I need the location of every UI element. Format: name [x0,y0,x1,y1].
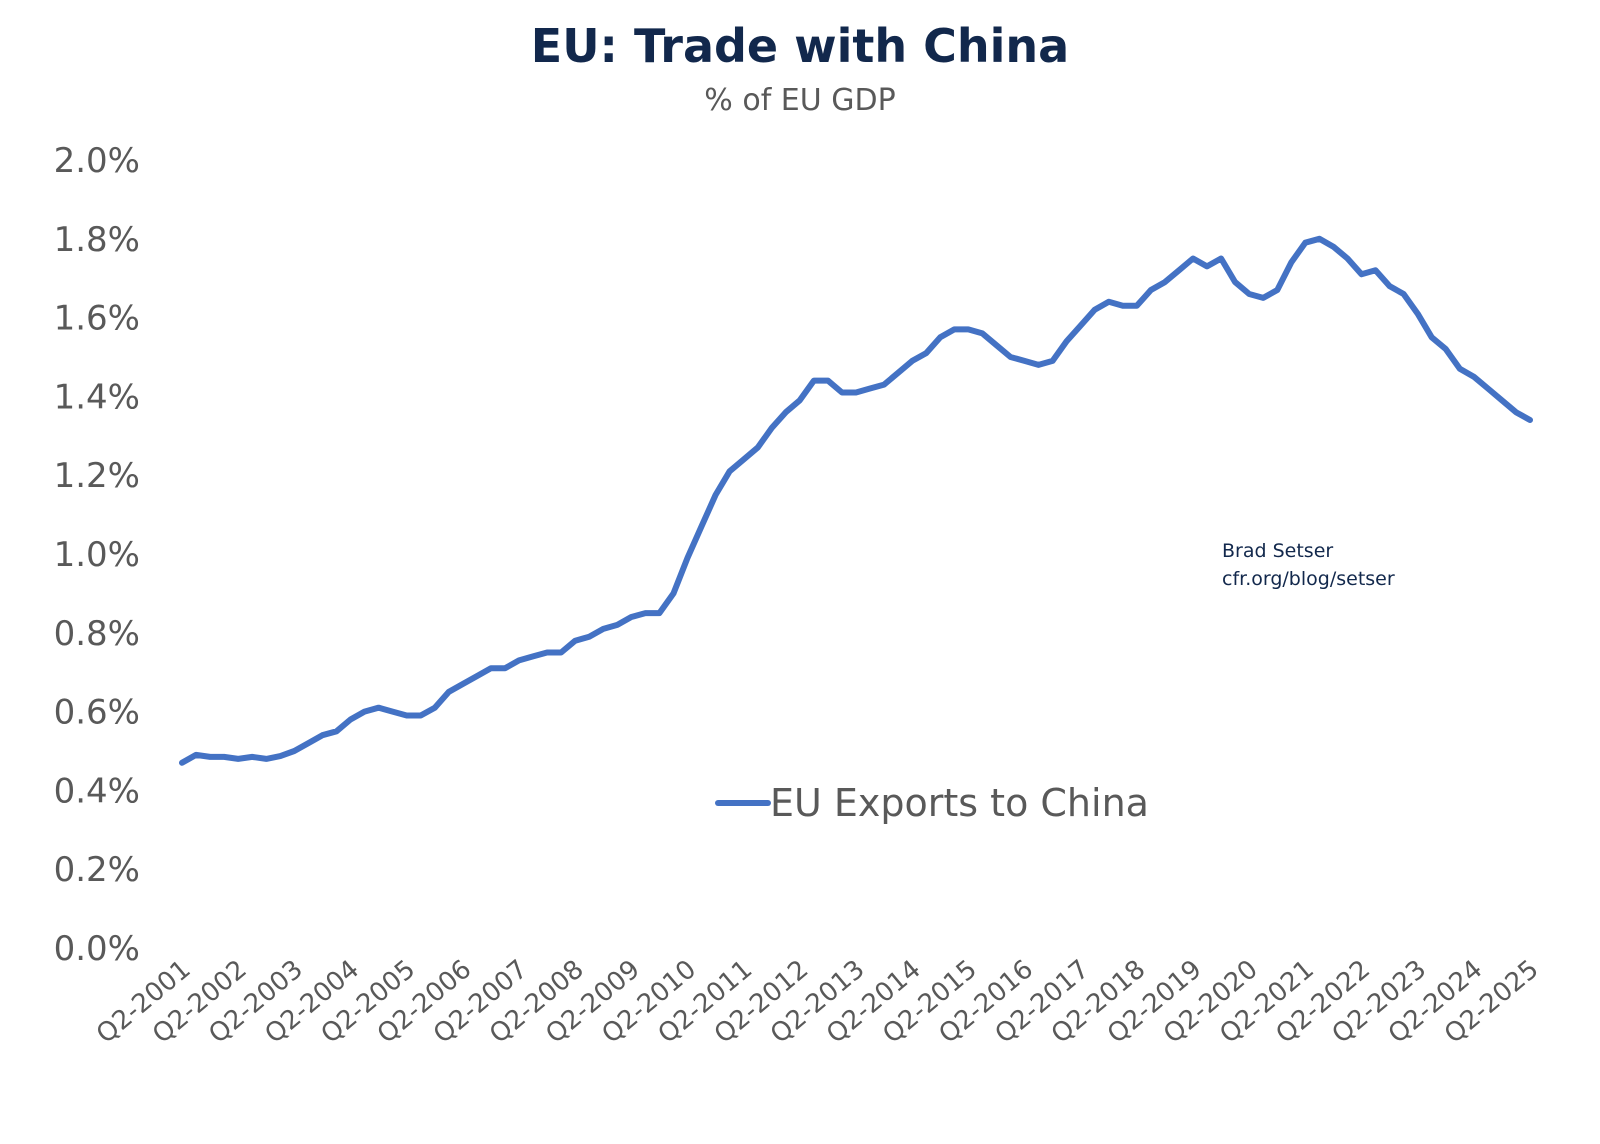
y-tick-label: 0.0% [54,929,140,969]
credit: Brad Setser cfr.org/blog/setser [1222,540,1395,590]
series-layer [179,235,1533,766]
y-tick-label: 0.6% [54,693,140,733]
series-line-eu-exports-to-china [179,235,1533,766]
chart-title: EU: Trade with China [531,19,1069,73]
y-tick-label: 1.2% [54,456,140,496]
y-tick-label: 2.0% [54,141,140,181]
x-axis: Q2-2001Q2-2002Q2-2003Q2-2004Q2-2005Q2-20… [91,954,1545,1049]
y-axis: 0.0% 0.2% 0.4% 0.6% 0.8% 1.0% 1.2% 1.4% 1.6% 1.8%… [54,141,140,969]
y-tick-label: 1.4% [54,377,140,417]
y-tick-label: 0.8% [54,614,140,654]
y-tick-label: 1.8% [54,220,140,260]
legend-label-eu-exports-to-china: EU Exports to China [770,781,1149,825]
legend: EU Exports to China [715,781,1149,825]
y-tick-label: 1.0% [54,535,140,575]
y-tick-label: 1.6% [54,299,140,339]
chart-subtitle: % of EU GDP [704,83,895,118]
y-tick-label: 0.2% [54,850,140,890]
y-tick-label: 0.4% [54,771,140,811]
credit-author: Brad Setser [1222,540,1333,562]
credit-url: cfr.org/blog/setser [1222,568,1395,590]
